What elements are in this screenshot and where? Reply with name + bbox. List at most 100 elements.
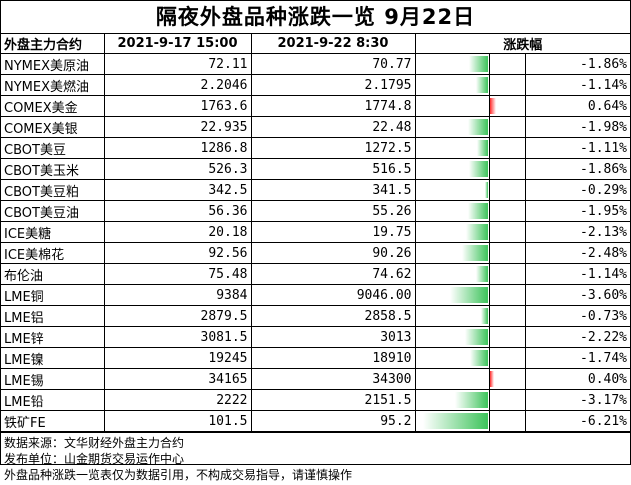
- table-row: ICE美棉花 92.56 90.26 -2.48%: [1, 242, 631, 264]
- price-before: 3081.5: [103, 326, 252, 348]
- price-after: 55.26: [250, 200, 416, 222]
- change-percent: -2.48%: [524, 242, 631, 264]
- change-bar-cell: [414, 221, 526, 243]
- price-before: 9384: [103, 284, 252, 306]
- table-row: 布伦油 75.48 74.62 -1.14%: [1, 263, 631, 285]
- zero-axis-line: [488, 285, 490, 305]
- table-row: CBOT美玉米 526.3 516.5 -1.86%: [1, 158, 631, 180]
- contract-name: LME锡: [1, 368, 105, 390]
- contract-name: LME铅: [1, 389, 105, 411]
- change-percent: -1.74%: [524, 347, 631, 369]
- zero-axis-line: [488, 75, 490, 95]
- table-row: NYMEX美原油 72.11 70.77 -1.86%: [1, 53, 631, 75]
- price-before: 342.5: [103, 179, 252, 201]
- zero-axis-line: [488, 306, 490, 326]
- price-before: 72.11: [103, 53, 252, 75]
- header-contract: 外盘主力合约: [1, 34, 105, 54]
- change-percent: -0.29%: [524, 179, 631, 201]
- zero-axis-line: [488, 222, 490, 242]
- down-bar: [450, 287, 489, 303]
- down-bar: [422, 413, 489, 429]
- table-row: CBOT美豆 1286.8 1272.5 -1.11%: [1, 137, 631, 159]
- contract-name: CBOT美豆油: [1, 200, 105, 222]
- contract-name: NYMEX美燃油: [1, 74, 105, 96]
- change-percent: -2.13%: [524, 221, 631, 243]
- price-before: 101.5: [103, 410, 252, 432]
- change-bar-cell: [414, 347, 526, 369]
- price-after: 22.48: [250, 116, 416, 138]
- down-bar: [485, 182, 489, 198]
- change-bar-cell: [414, 137, 526, 159]
- down-bar: [467, 203, 489, 219]
- change-bar-cell: [414, 74, 526, 96]
- change-bar-cell: [414, 368, 526, 390]
- change-bar-cell: [414, 305, 526, 327]
- change-bar-cell: [414, 179, 526, 201]
- down-bar: [476, 266, 489, 282]
- change-percent: -3.60%: [524, 284, 631, 306]
- zero-axis-line: [488, 264, 490, 284]
- contract-name: CBOT美玉米: [1, 158, 105, 180]
- price-after: 2858.5: [250, 305, 416, 327]
- down-bar: [468, 161, 489, 177]
- zero-axis-line: [488, 327, 490, 347]
- change-bar-cell: [414, 242, 526, 264]
- change-bar-cell: [414, 389, 526, 411]
- footer-disclaimer: 外盘品种涨跌一览表仅为数据引用，不构成交易指导，请谨慎操作: [4, 468, 353, 482]
- change-bar-cell: [414, 53, 526, 75]
- change-bar-cell: [414, 200, 526, 222]
- price-after: 1272.5: [250, 137, 416, 159]
- table-row: CBOT美豆油 56.36 55.26 -1.95%: [1, 200, 631, 222]
- table-row: 铁矿FE 101.5 95.2 -6.21%: [1, 410, 631, 432]
- contract-name: CBOT美豆: [1, 137, 105, 159]
- change-percent: -1.14%: [524, 263, 631, 285]
- change-percent: -2.22%: [524, 326, 631, 348]
- contract-name: ICE美棉花: [1, 242, 105, 264]
- price-before: 75.48: [103, 263, 252, 285]
- table-row: LME铝 2879.5 2858.5 -0.73%: [1, 305, 631, 327]
- price-before: 1286.8: [103, 137, 252, 159]
- table-row: LME锡 34165 34300 0.40%: [1, 368, 631, 390]
- price-after: 90.26: [250, 242, 416, 264]
- zero-axis-line: [488, 348, 490, 368]
- price-after: 34300: [250, 368, 416, 390]
- change-percent: 0.64%: [524, 95, 631, 117]
- change-bar-cell: [414, 158, 526, 180]
- zero-axis-line: [488, 138, 490, 158]
- down-bar: [462, 245, 489, 261]
- price-after: 19.75: [250, 221, 416, 243]
- page-title: 隔夜外盘品种涨跌一览 9月22日: [1, 1, 630, 34]
- header-date1: 2021-9-17 15:00: [103, 34, 252, 54]
- contract-name: COMEX美银: [1, 116, 105, 138]
- table-row: LME铜 9384 9046.00 -3.60%: [1, 284, 631, 306]
- zero-axis-line: [488, 180, 490, 200]
- table-row: LME锌 3081.5 3013 -2.22%: [1, 326, 631, 348]
- price-after: 9046.00: [250, 284, 416, 306]
- contract-name: CBOT美豆粕: [1, 179, 105, 201]
- table-header-row: 外盘主力合约 2021-9-17 15:00 2021-9-22 8:30 涨跌…: [1, 34, 631, 54]
- change-percent: -1.11%: [524, 137, 631, 159]
- zero-axis-line: [488, 54, 490, 74]
- zero-axis-line: [488, 159, 490, 179]
- price-before: 56.36: [103, 200, 252, 222]
- table-row: COMEX美金 1763.6 1774.8 0.64%: [1, 95, 631, 117]
- change-bar-cell: [414, 95, 526, 117]
- down-bar: [476, 140, 489, 156]
- change-bar-cell: [414, 284, 526, 306]
- price-after: 18910: [250, 347, 416, 369]
- contract-name: LME镍: [1, 347, 105, 369]
- change-bar-cell: [414, 326, 526, 348]
- zero-axis-line: [488, 117, 490, 137]
- contract-name: 布伦油: [1, 263, 105, 285]
- footer-publisher: 发布单位：山金期货交易运作中心: [4, 452, 185, 466]
- price-before: 34165: [103, 368, 252, 390]
- table-row: NYMEX美燃油 2.2046 2.1795 -1.14%: [1, 74, 631, 96]
- contract-name: COMEX美金: [1, 95, 105, 117]
- change-bar-cell: [414, 410, 526, 432]
- price-before: 22.935: [103, 116, 252, 138]
- contract-name: NYMEX美原油: [1, 53, 105, 75]
- price-before: 2879.5: [103, 305, 252, 327]
- down-bar: [454, 392, 489, 408]
- table-row: COMEX美银 22.935 22.48 -1.98%: [1, 116, 631, 138]
